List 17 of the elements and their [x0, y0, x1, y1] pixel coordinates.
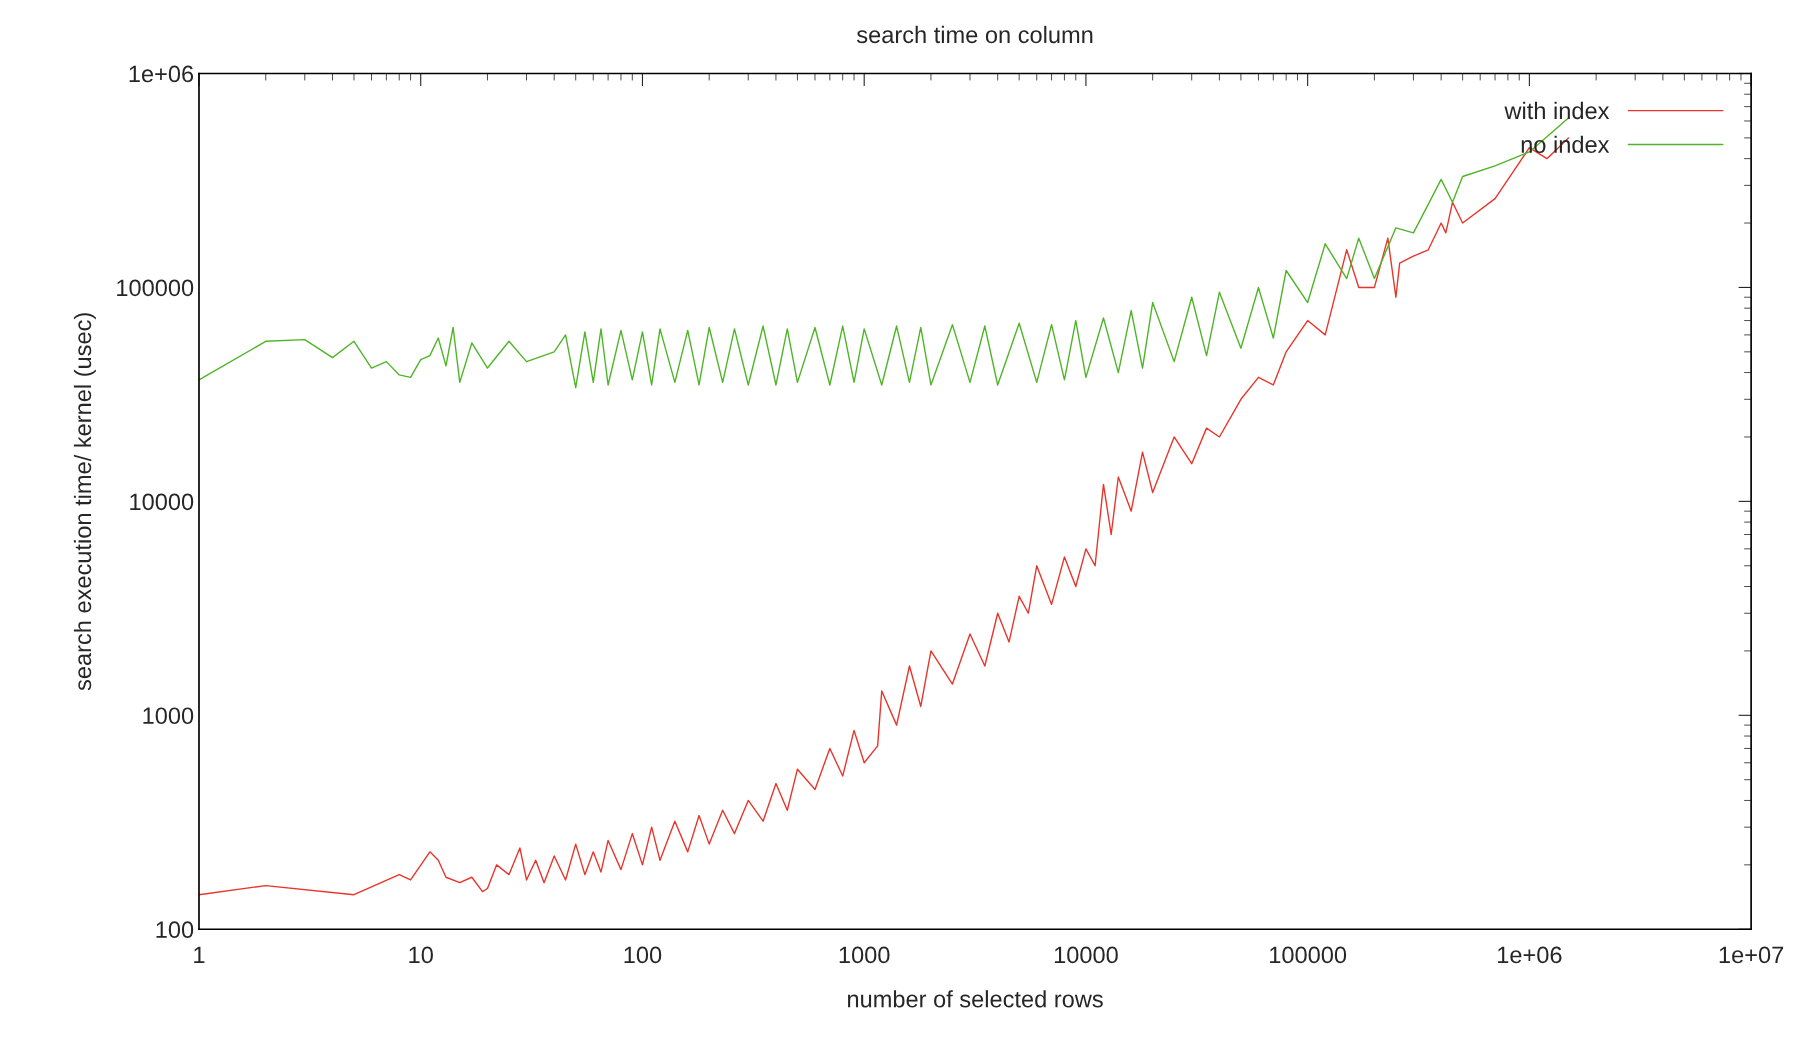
x-tick-label: 100 — [624, 946, 662, 964]
chart-title: search time on column — [856, 25, 1093, 44]
x-tick-label: 1000 — [839, 946, 890, 964]
y-tick-label: 1e+06 — [129, 65, 194, 83]
x-tick-label: 10 — [409, 946, 433, 964]
x-tick-label: 10000 — [1054, 946, 1118, 964]
y-axis-title: search execution time/ kernel (usec) — [73, 313, 96, 691]
x-axis-title: number of selected rows — [848, 990, 1103, 1008]
x-tick-label: 100000 — [1270, 946, 1347, 964]
x-tick-label: 1e+06 — [1498, 946, 1562, 964]
x-tick-label: 1e+07 — [1719, 946, 1784, 964]
y-tick-label: 100 — [156, 921, 194, 939]
y-tick-label: 10000 — [130, 493, 194, 511]
y-tick-label: 100000 — [117, 279, 194, 297]
x-tick-label: 1 — [194, 946, 205, 964]
y-tick-label: 1000 — [143, 707, 194, 725]
legend-label: with index — [1504, 101, 1610, 120]
